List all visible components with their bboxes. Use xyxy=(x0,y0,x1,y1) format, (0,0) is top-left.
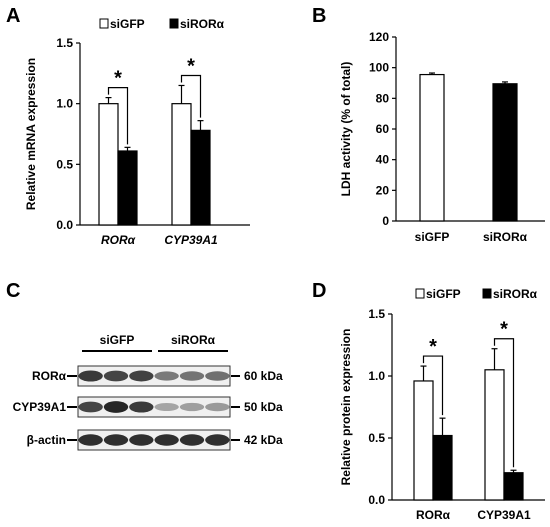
x-category-label: RORα xyxy=(416,508,451,522)
y-tick-label: 60 xyxy=(376,122,390,136)
y-tick-label: 1.5 xyxy=(56,36,73,50)
blot-size-label: 60 kDa xyxy=(244,369,283,383)
bar xyxy=(413,380,434,501)
panel-letter-b: B xyxy=(312,5,326,27)
chart-d: 0.0 0.5 1.0 1.5 Relative protein expression *… xyxy=(339,287,545,522)
bar xyxy=(117,150,138,226)
blot-band xyxy=(179,434,205,446)
blot-band xyxy=(154,434,179,446)
blot-band xyxy=(129,434,154,446)
blot-band xyxy=(103,401,129,413)
blot-row-label: CYP39A1 xyxy=(13,400,67,414)
y-tick-label: 100 xyxy=(369,61,389,75)
blot-band xyxy=(78,370,103,382)
y-tick-label: 0.0 xyxy=(368,493,385,507)
x-category-label: RORα xyxy=(101,233,136,247)
bar xyxy=(419,73,445,222)
blot-row-label: β-actin xyxy=(27,433,66,447)
y-tick-label: 0 xyxy=(382,214,389,228)
x-category-label: siRORα xyxy=(483,230,528,244)
chart-a: 0.0 0.5 1.0 1.5 Relative mRNA expression * ROR… xyxy=(24,17,250,247)
y-tick-label: 120 xyxy=(369,30,389,44)
blot-band xyxy=(179,371,205,381)
chart-b: 0 20 40 60 80 100 120 LDH activity (% of total)… xyxy=(339,30,545,244)
x-category-label: CYP39A1 xyxy=(477,508,531,522)
y-tick-label: 1.0 xyxy=(56,97,73,111)
bar xyxy=(171,103,192,226)
legend-label: siGFP xyxy=(110,17,145,31)
significance-star: * xyxy=(187,55,195,77)
blot-band xyxy=(129,370,154,382)
y-tick-label: 1.0 xyxy=(368,369,385,383)
blot-band xyxy=(154,402,179,412)
western-blot-c: siGFP siRORα RORα 60 kDa CYP39A1 50 kDa β-acti… xyxy=(13,333,283,451)
legend-label: siGFP xyxy=(426,287,461,301)
y-tick-label: 0.0 xyxy=(56,218,73,232)
significance-bracket xyxy=(180,74,202,118)
blot-band xyxy=(154,371,179,381)
blot-band xyxy=(129,401,154,413)
bar xyxy=(492,83,518,222)
y-axis-label: Relative mRNA expression xyxy=(24,58,38,210)
bar xyxy=(503,472,524,501)
legend-swatch xyxy=(99,18,109,29)
y-axis-label: LDH activity (% of total) xyxy=(339,62,353,197)
x-category-label: siGFP xyxy=(415,230,450,244)
legend-swatch xyxy=(169,18,179,29)
bar xyxy=(484,369,505,501)
significance-star: * xyxy=(429,336,437,358)
blot-band xyxy=(205,402,230,412)
significance-star: * xyxy=(500,319,508,341)
legend-swatch xyxy=(482,288,492,299)
panel-letter-c: C xyxy=(6,280,20,302)
legend-label: siRORα xyxy=(493,287,538,301)
bar xyxy=(190,129,211,226)
bar xyxy=(432,434,453,501)
significance-bracket xyxy=(107,86,129,145)
blot-row-label: RORα xyxy=(32,369,67,383)
bar xyxy=(98,103,119,226)
blot-band xyxy=(205,371,230,381)
blot-band xyxy=(103,370,129,382)
blot-band xyxy=(78,434,103,446)
panel-letter-a: A xyxy=(6,5,20,27)
x-category-label: CYP39A1 xyxy=(164,233,218,247)
blot-band xyxy=(179,402,205,412)
blot-band xyxy=(78,401,103,413)
y-tick-label: 0.5 xyxy=(56,157,73,171)
blot-band xyxy=(103,434,129,446)
significance-bracket xyxy=(422,355,444,416)
blot-band xyxy=(205,434,230,446)
panel-letter-d: D xyxy=(312,280,326,302)
blot-group-label: siGFP xyxy=(100,333,135,347)
blot-group-label: siRORα xyxy=(171,333,216,347)
legend-swatch xyxy=(415,288,425,299)
y-tick-label: 40 xyxy=(376,153,390,167)
y-axis-label: Relative protein expression xyxy=(339,329,353,486)
blot-size-label: 50 kDa xyxy=(244,400,283,414)
y-tick-label: 0.5 xyxy=(368,431,385,445)
significance-star: * xyxy=(114,68,122,90)
legend-label: siRORα xyxy=(180,17,225,31)
significance-bracket xyxy=(493,338,515,468)
y-tick-label: 80 xyxy=(376,91,390,105)
blot-size-label: 42 kDa xyxy=(244,433,283,447)
y-tick-label: 20 xyxy=(376,183,390,197)
y-tick-label: 1.5 xyxy=(368,307,385,321)
